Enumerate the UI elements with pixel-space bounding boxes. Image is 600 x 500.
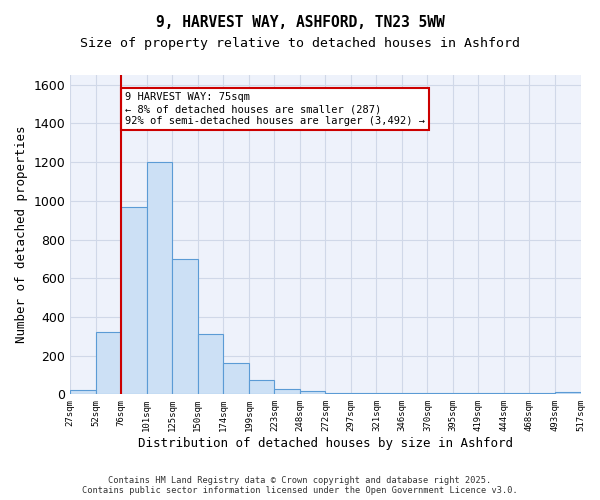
Y-axis label: Number of detached properties: Number of detached properties — [15, 126, 28, 344]
Bar — [96, 332, 121, 394]
Bar — [198, 334, 223, 394]
Bar — [274, 390, 300, 394]
Text: Contains HM Land Registry data © Crown copyright and database right 2025.
Contai: Contains HM Land Registry data © Crown c… — [82, 476, 518, 495]
Bar — [70, 390, 96, 394]
Bar — [121, 206, 147, 394]
Bar — [300, 392, 325, 394]
Bar — [249, 380, 274, 394]
X-axis label: Distribution of detached houses by size in Ashford: Distribution of detached houses by size … — [138, 437, 513, 450]
Bar — [555, 392, 581, 394]
Bar — [223, 364, 249, 394]
Text: 9, HARVEST WAY, ASHFORD, TN23 5WW: 9, HARVEST WAY, ASHFORD, TN23 5WW — [155, 15, 445, 30]
Text: Size of property relative to detached houses in Ashford: Size of property relative to detached ho… — [80, 38, 520, 51]
Text: 9 HARVEST WAY: 75sqm
← 8% of detached houses are smaller (287)
92% of semi-detac: 9 HARVEST WAY: 75sqm ← 8% of detached ho… — [125, 92, 425, 126]
Bar — [325, 393, 351, 394]
Bar — [172, 259, 198, 394]
Bar — [147, 162, 172, 394]
